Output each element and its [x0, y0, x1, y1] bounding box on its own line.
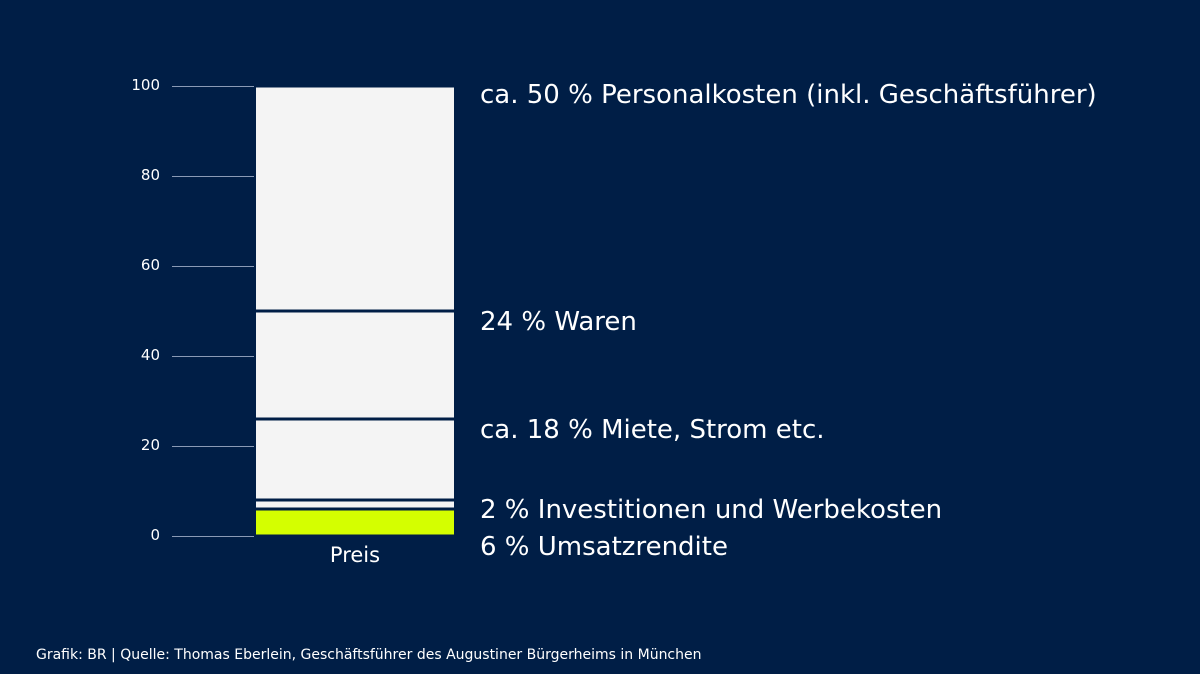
bar-segment	[256, 501, 454, 508]
y-tick-label: 100	[131, 76, 160, 94]
segment-label: 6 % Umsatzrendite	[480, 532, 728, 562]
y-tick-label: 40	[140, 346, 160, 364]
y-tick-label: 80	[140, 166, 160, 184]
category-label: Preis	[329, 543, 381, 567]
segment-label: ca. 50 % Personalkosten (inkl. Geschäfts…	[480, 80, 1097, 110]
y-tick-label: 0	[150, 526, 160, 544]
source-footer: Grafik: BR | Quelle: Thomas Eberlein, Ge…	[36, 647, 702, 663]
bar-segment	[256, 420, 454, 499]
segment-label: 2 % Investitionen und Werbekosten	[480, 495, 943, 525]
y-tick-label: 20	[140, 436, 160, 454]
segment-label: ca. 18 % Miete, Strom etc.	[480, 415, 825, 445]
bar-segment	[256, 87, 454, 310]
y-tick-label: 60	[140, 256, 160, 274]
bar-segment	[256, 312, 454, 418]
bar-segment	[256, 510, 454, 535]
segment-label: 24 % Waren	[480, 307, 637, 337]
